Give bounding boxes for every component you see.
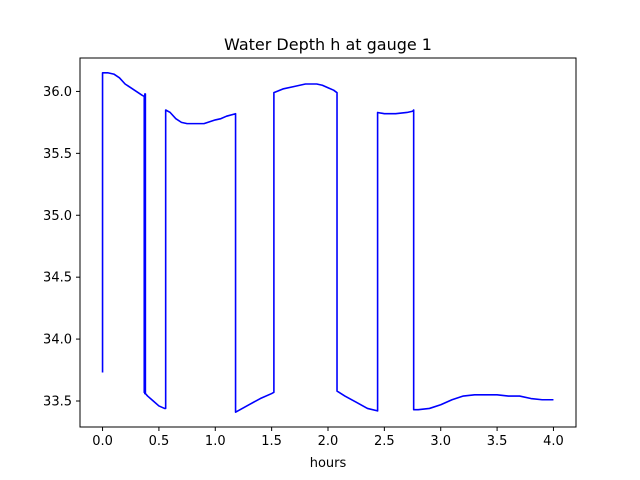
y-tick-label: 36.0 [43,85,72,100]
x-tick-label: 1.0 [205,434,226,449]
x-tick-label: 4.0 [543,434,564,449]
x-tick-label: 3.0 [430,434,451,449]
y-tick-label: 33.5 [43,394,72,409]
x-tick-label: 0.5 [149,434,170,449]
x-tick-label: 1.5 [261,434,282,449]
x-tick-label: 3.5 [487,434,508,449]
y-tick-label: 35.0 [43,209,72,224]
series-line-0 [101,72,554,413]
y-tick-label: 34.5 [43,271,72,286]
y-tick-label: 35.5 [43,147,72,162]
x-axis-label: hours [310,456,347,471]
x-axis: 0.0 0.5 1.0 1.5 2.0 2.5 3.0 3.5 4.0 [92,427,564,449]
y-axis: 33.5 34.0 34.5 35.0 35.5 36.0 [43,85,80,409]
y-tick-label: 34.0 [43,333,72,348]
x-tick-label: 2.0 [318,434,339,449]
chart-title: Water Depth h at gauge 1 [224,35,432,54]
x-tick-label: 2.5 [374,434,395,449]
x-tick-label: 0.0 [92,434,113,449]
plot-area [101,72,554,413]
